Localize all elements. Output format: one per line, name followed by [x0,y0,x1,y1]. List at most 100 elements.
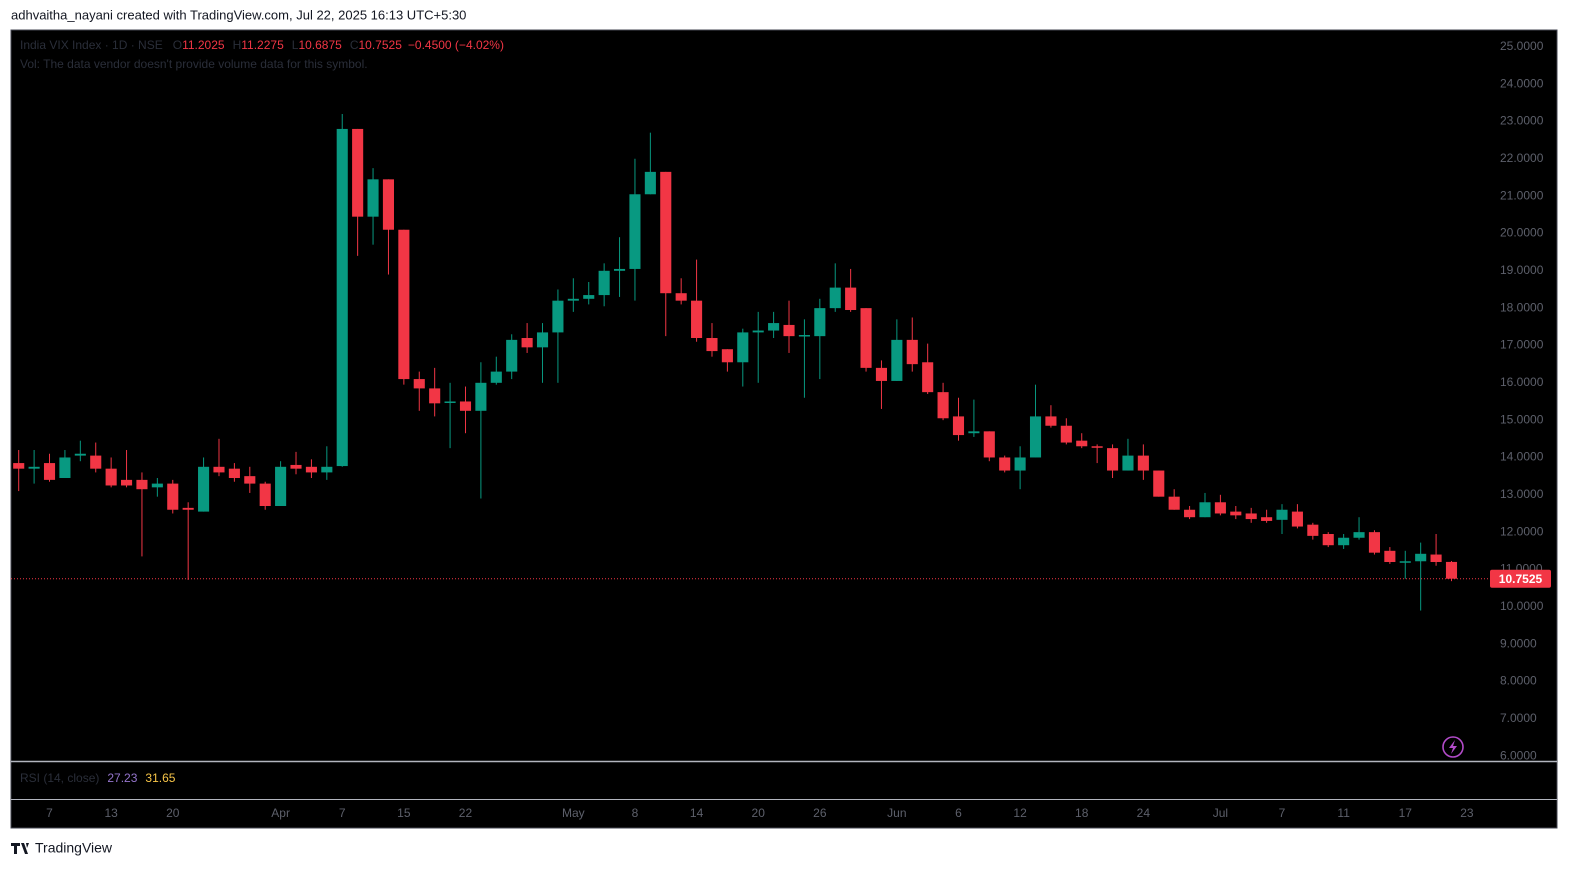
alert-bolt [1449,740,1457,754]
candle-body [1261,517,1273,521]
candle-body [1137,455,1149,471]
x-tick-label: 11 [1337,806,1350,820]
y-tick-label: 9.0000 [1500,636,1537,650]
ohlc-value: 11.2275 [241,38,284,52]
candle-body [1045,416,1057,426]
chart-frame [10,29,1558,829]
last-price-label: 10.7525 [1499,572,1543,586]
y-tick-label: 22.0000 [1500,151,1544,165]
rsi-title: RSI (14, close) [20,771,99,785]
candle-body [691,300,703,339]
candle-body [121,479,133,486]
footer-logo: TradingView [11,840,113,856]
candle-body [136,479,148,490]
candle-body [737,332,749,363]
candle-body [675,293,687,301]
candle-body [875,367,887,381]
legend: India VIX Index · 1D · NSE O11.2025 H11.22… [20,38,504,52]
candle-body [1091,446,1103,448]
candle-body [336,128,348,467]
y-tick-label: 12.0000 [1500,524,1544,538]
candle-body [999,457,1011,471]
candle-body [644,171,656,195]
ohlc-value: 11.2025 [182,38,225,52]
candle-body [28,466,40,469]
candle-body [1153,470,1165,497]
logo-mark [11,843,29,854]
x-tick-label: 6 [955,806,962,820]
x-tick-label: 13 [104,806,118,820]
candle-body [506,339,518,372]
candle-body [13,463,25,469]
ohlc-prefix: L [292,38,299,52]
y-tick-label: 18.0000 [1500,300,1544,314]
candle-body [1276,509,1288,520]
candle-body [968,431,980,434]
x-tick-label: 23 [1460,806,1474,820]
candle-body [444,401,456,403]
candle-body [845,287,857,311]
candle-body [860,308,872,368]
candle-body [891,339,903,381]
candle-body [459,401,472,411]
candle-body [1368,532,1380,553]
x-tick-label: 17 [1399,806,1413,820]
x-tick-label: 8 [632,806,639,820]
candle-body [1307,524,1319,536]
candle-body [1430,554,1442,563]
x-tick-label: 7 [339,806,346,820]
candle-body [429,388,441,404]
candle-body [629,194,641,269]
candle-body [536,332,549,348]
x-tick-label: 12 [1013,806,1027,820]
y-tick-label: 21.0000 [1500,188,1544,202]
candle-body [598,270,610,296]
candle-body [490,371,502,383]
change-label: −0.4500 (−4.02%) [408,38,504,52]
y-tick-label: 13.0000 [1500,487,1544,501]
alert-icon[interactable] [1442,736,1464,758]
last-price-tag [1490,569,1551,588]
candle-body [305,466,317,473]
y-tick-label: 17.0000 [1500,338,1544,352]
candle-body [937,392,949,419]
candle-body [1384,550,1396,563]
candle-body [567,298,579,301]
candle-body [1291,511,1303,527]
ohlc-value: 10.6875 [298,38,342,52]
candle-body [105,468,117,486]
candle-body [59,457,71,479]
x-tick-label: 18 [1075,806,1089,820]
y-tick-label: 19.0000 [1500,263,1544,277]
candle-body [275,466,287,507]
candle-body [783,324,795,337]
y-tick-label: 6.0000 [1500,748,1537,762]
candle-body [814,308,826,337]
y-tick-label: 16.0000 [1500,375,1544,389]
candle-body [1076,440,1088,447]
candle-body [721,349,733,363]
candle-body [213,466,225,473]
candle-body [583,295,595,299]
x-tick-label: 20 [166,806,180,820]
candle-body [1199,502,1211,518]
candle-body [1107,448,1119,471]
candle-body [321,466,333,473]
candle-body [398,229,410,380]
candle-body [1399,561,1411,563]
candle-body [614,268,626,271]
y-tick-label: 8.0000 [1500,674,1537,688]
x-tick-label: 26 [813,806,827,820]
x-tick-label: 14 [690,806,704,820]
x-tick-label: 15 [397,806,411,820]
candle-body [768,323,780,331]
candle-body [167,483,179,510]
candle-body [906,339,918,365]
x-tick-label: 22 [459,806,473,820]
candle-body [1122,455,1134,471]
candle-body [1060,425,1072,443]
candle-body [382,179,394,230]
candle-body [1214,502,1226,514]
y-tick-label: 25.0000 [1500,39,1544,53]
